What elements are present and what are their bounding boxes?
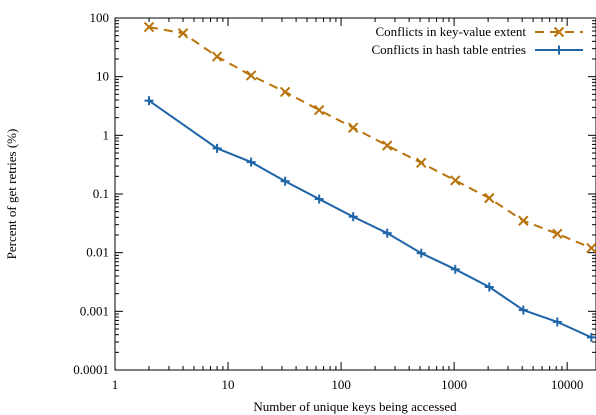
data-point xyxy=(212,143,222,153)
y-tick-label: 0.001 xyxy=(80,303,109,318)
x-axis-title: Number of unique keys being accessed xyxy=(253,399,457,414)
marker-stroke xyxy=(553,26,565,38)
legend-label: Conflicts in hash table entries xyxy=(371,42,526,57)
marker-stroke xyxy=(416,157,427,169)
data-point xyxy=(211,51,223,62)
data-point xyxy=(552,228,563,239)
legend: Conflicts in key-value extent Conflicts i… xyxy=(371,24,583,57)
data-point xyxy=(177,28,189,39)
legend-swatch-marker xyxy=(553,26,565,38)
y-tick-label: 10 xyxy=(96,69,109,84)
marker-stroke xyxy=(450,175,461,186)
legend-swatch-marker xyxy=(554,45,564,55)
marker-stroke xyxy=(518,215,529,226)
x-tick-label: 1000 xyxy=(441,377,467,392)
data-point xyxy=(450,175,461,186)
data-point xyxy=(382,228,392,238)
data-point xyxy=(245,70,257,81)
data-point xyxy=(484,282,494,292)
data-point xyxy=(246,157,256,167)
data-point xyxy=(144,96,154,106)
axis-ticks: 0.0001 0.001 0.01 0.1 1 10 100 1 10 100 1000 10000 xyxy=(73,10,596,392)
data-point xyxy=(143,21,155,33)
series-line xyxy=(148,26,592,249)
data-point xyxy=(518,215,529,226)
data-point xyxy=(586,332,596,342)
marker-stroke xyxy=(245,70,257,81)
x-tick-label: 1 xyxy=(112,377,119,392)
data-point xyxy=(382,140,393,151)
y-axis-title: Percent of get retries (%) xyxy=(4,129,19,260)
data-point xyxy=(518,305,528,315)
marker-stroke xyxy=(382,140,393,151)
data-point xyxy=(416,248,426,258)
legend-label: Conflicts in key-value extent xyxy=(375,24,526,39)
marker-stroke xyxy=(211,51,223,62)
series-layer xyxy=(143,21,596,342)
y-tick-label: 1 xyxy=(103,127,110,142)
plot-frame xyxy=(114,17,596,371)
data-point xyxy=(586,242,596,254)
data-point xyxy=(416,157,427,169)
data-point xyxy=(280,176,290,186)
marker-stroke xyxy=(143,21,155,33)
series-2 xyxy=(144,96,596,342)
x-tick-label: 10 xyxy=(222,377,235,392)
marker-stroke xyxy=(586,242,596,254)
data-point xyxy=(313,104,325,116)
marker-stroke xyxy=(279,86,291,98)
y-tick-label: 0.1 xyxy=(93,186,109,201)
x-tick-label: 100 xyxy=(331,377,351,392)
marker-stroke xyxy=(177,28,189,39)
series-1 xyxy=(143,21,596,254)
y-tick-label: 0.01 xyxy=(86,245,109,260)
data-point xyxy=(279,86,291,98)
data-point xyxy=(484,192,495,204)
data-point xyxy=(314,194,324,204)
data-point xyxy=(347,122,359,133)
marker-stroke xyxy=(484,192,495,204)
marker-stroke xyxy=(313,104,325,116)
marker-stroke xyxy=(552,228,563,239)
x-tick-label: 10000 xyxy=(551,377,584,392)
marker-stroke xyxy=(347,122,359,133)
data-point xyxy=(450,264,460,274)
data-point xyxy=(348,212,358,222)
y-tick-label: 0.0001 xyxy=(73,362,109,377)
y-tick-label: 100 xyxy=(90,10,110,25)
data-point xyxy=(552,317,562,327)
